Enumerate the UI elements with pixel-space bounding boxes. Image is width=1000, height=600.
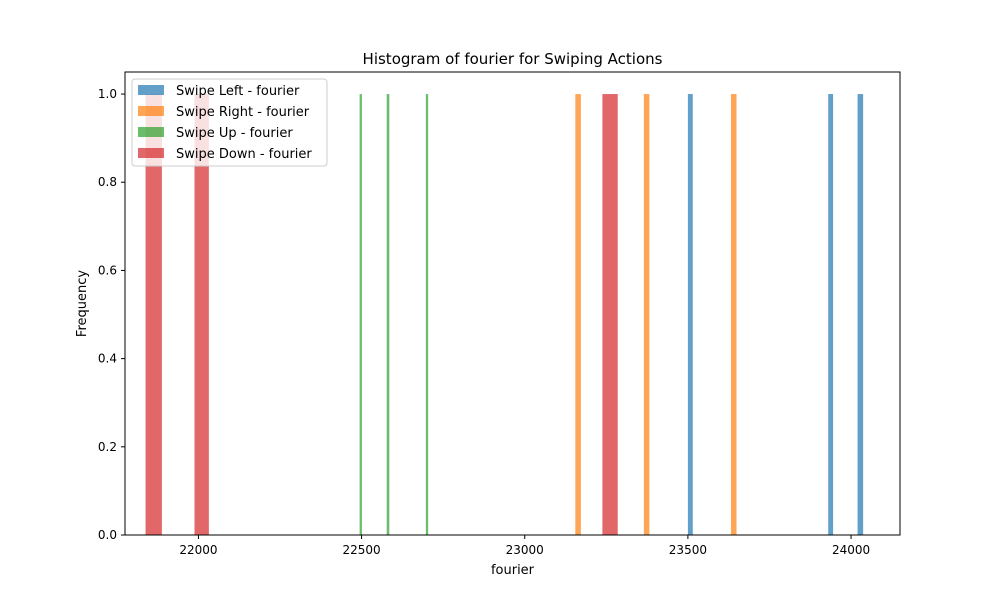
y-axis-label: Frequency xyxy=(75,270,90,337)
y-axis-ticks: 0.0 0.2 0.4 0.6 0.8 1.0 xyxy=(98,87,125,542)
histogram-bar xyxy=(145,94,162,536)
legend-label: Swipe Left - fourier xyxy=(176,84,300,99)
legend-box xyxy=(131,78,328,167)
histogram-bars xyxy=(145,94,864,536)
x-tick-label: 22000 xyxy=(179,543,217,557)
legend-swatch xyxy=(138,106,164,116)
legend-label: Swipe Right - fourier xyxy=(176,105,310,120)
y-tick-label: 0.4 xyxy=(98,352,117,366)
histogram-bar xyxy=(386,94,390,536)
x-tick-label: 23000 xyxy=(506,543,544,557)
legend-swatch xyxy=(138,148,164,158)
y-tick-label: 0.2 xyxy=(98,440,117,454)
legend-label: Swipe Down - fourier xyxy=(176,147,312,162)
histogram-bar xyxy=(828,94,834,536)
x-tick-label: 22500 xyxy=(342,543,380,557)
legend: Swipe Left - fourier Swipe Right - fourie… xyxy=(131,78,328,167)
histogram-bar xyxy=(194,94,209,536)
legend-swatch xyxy=(138,85,164,95)
x-axis-ticks: 22000 22500 23000 23500 24000 xyxy=(179,535,870,557)
chart-title: Histogram of fourier for Swiping Actions xyxy=(363,50,663,68)
y-tick-label: 1.0 xyxy=(98,87,117,101)
histogram-bar xyxy=(687,94,693,536)
y-tick-label: 0.6 xyxy=(98,263,117,277)
histogram-bar xyxy=(602,94,618,536)
histogram-bar xyxy=(425,94,429,536)
histogram-bar xyxy=(359,94,362,536)
legend-swatch xyxy=(138,127,164,137)
legend-items: Swipe Left - fourier Swipe Right - fourie… xyxy=(138,84,312,162)
x-tick-label: 23500 xyxy=(669,543,707,557)
histogram-bar xyxy=(730,94,737,536)
histogram-bar xyxy=(575,94,581,536)
y-tick-label: 0.8 xyxy=(98,175,117,189)
legend-label: Swipe Up - fourier xyxy=(176,126,293,141)
x-axis-label: fourier xyxy=(491,563,535,578)
y-tick-label: 0.0 xyxy=(98,528,117,542)
histogram-bar xyxy=(857,94,864,536)
histogram-bar xyxy=(643,94,650,536)
x-tick-label: 24000 xyxy=(832,543,870,557)
plot-area-frame xyxy=(124,71,901,536)
